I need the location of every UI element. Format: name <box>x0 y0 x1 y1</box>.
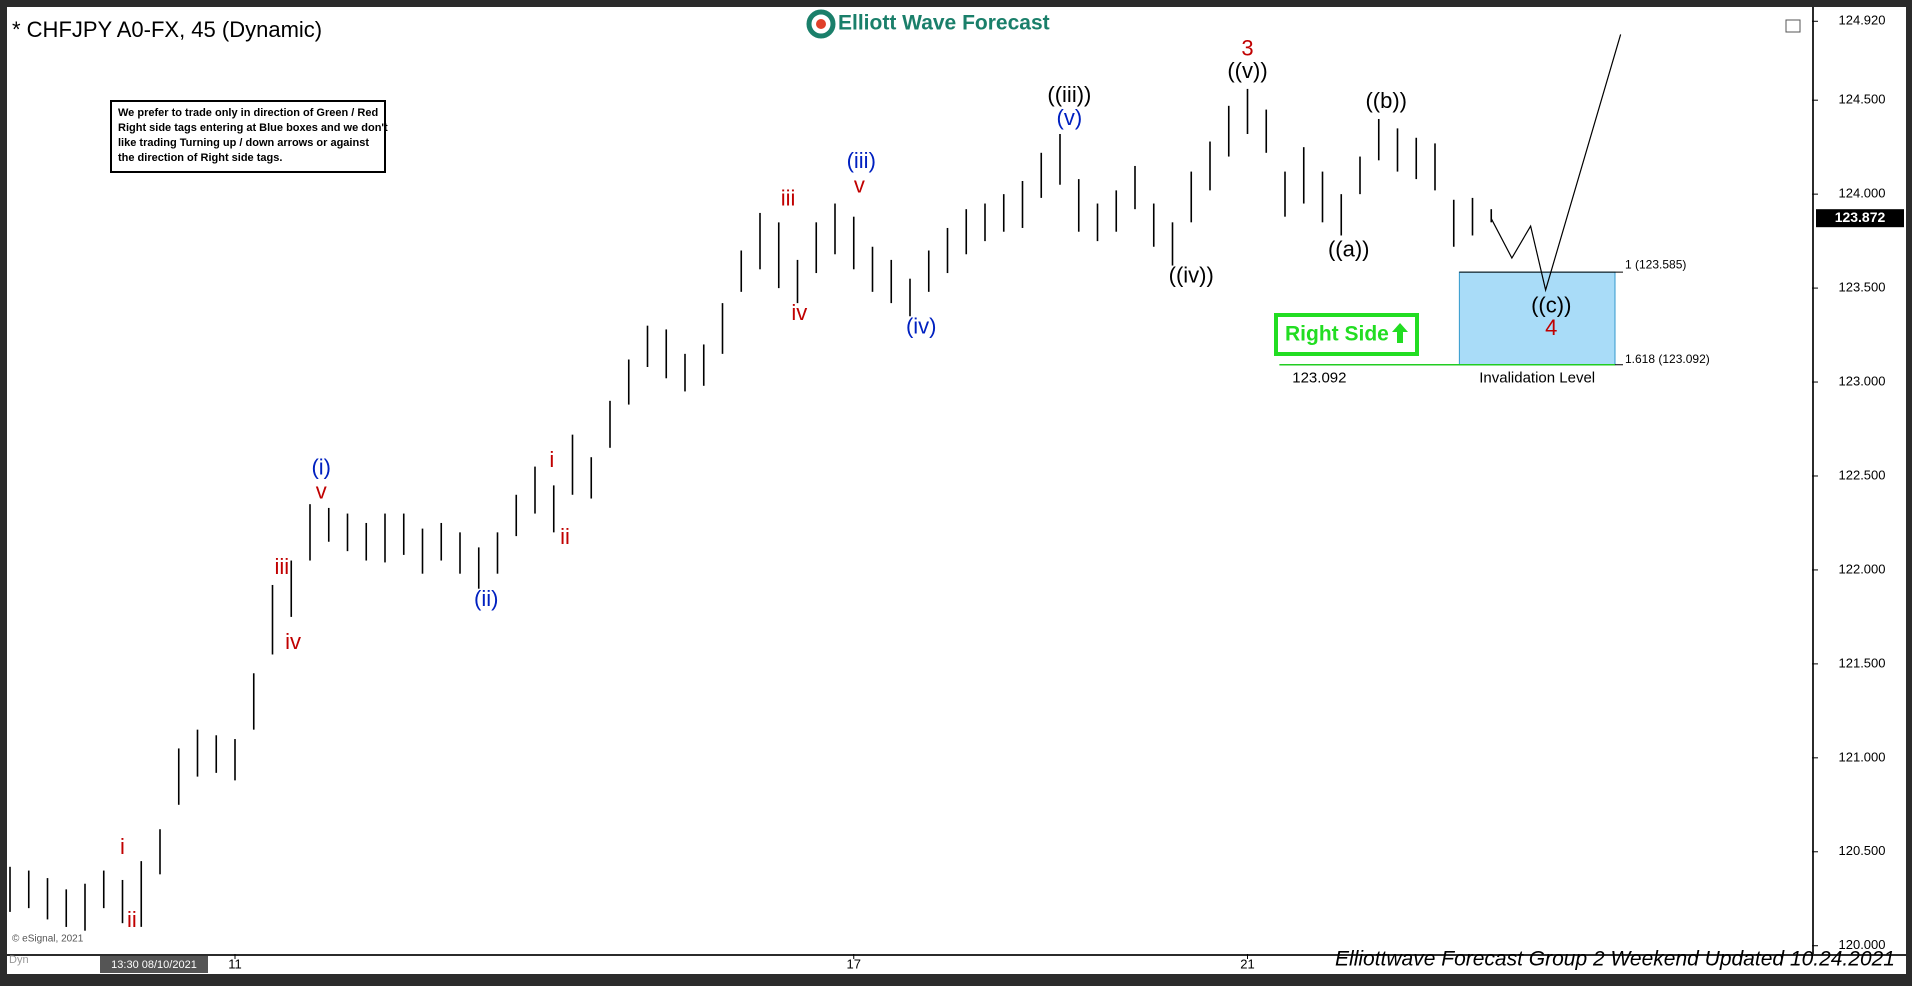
y-tick-label: 120.000 <box>1839 937 1886 952</box>
x-tick-label: 21 <box>1240 956 1254 971</box>
wave-label: 3 <box>1241 35 1253 60</box>
invalidation-label: 123.092 <box>1292 370 1346 387</box>
logo-box <box>802 9 1062 41</box>
wave-label: (i) <box>311 454 331 479</box>
wave-label: ((iv)) <box>1169 263 1214 288</box>
last-price-label: 123.872 <box>1835 209 1886 225</box>
wave-label: ii <box>560 524 570 549</box>
projection-line <box>1490 34 1622 293</box>
price-axis-panel <box>1814 7 1906 954</box>
level-label: 1 (123.585) <box>1625 257 1686 271</box>
wave-label: ii <box>127 907 137 932</box>
y-tick-label: 123.500 <box>1839 280 1886 295</box>
window-button[interactable] <box>1785 19 1801 33</box>
x-tick-label: 11 <box>228 956 242 971</box>
logo-icon-dot <box>816 19 826 29</box>
wave-label: v <box>854 172 865 197</box>
footer: Elliottwave Forecast Group 2 Weekend Upd… <box>1335 948 1895 971</box>
wave-label: (iv) <box>906 313 937 338</box>
logo-text: Elliott Wave Forecast <box>838 12 1050 35</box>
wave-label: ((a)) <box>1328 236 1370 261</box>
chart-title: * CHFJPY A0-FX, 45 (Dynamic) <box>12 17 322 42</box>
y-tick-label: 122.500 <box>1839 467 1886 482</box>
wave-label: (ii) <box>474 586 498 611</box>
y-tick-label: 124.500 <box>1839 92 1886 107</box>
time-axis-panel <box>7 956 1906 974</box>
note-line: the direction of Right side tags. <box>118 152 282 164</box>
wave-label: v <box>316 479 327 504</box>
wave-label: (iii) <box>847 148 876 173</box>
level-label: 1.618 (123.092) <box>1625 352 1710 366</box>
y-tick-label: 123.000 <box>1839 373 1886 388</box>
wave-label: ((c)) <box>1531 293 1571 318</box>
y-tick-label: 124.920 <box>1839 13 1886 28</box>
right-side-box <box>1274 313 1419 356</box>
start-time: 13:30 08/10/2021 <box>111 959 197 971</box>
wave-label: ((v)) <box>1227 58 1267 83</box>
blue-box <box>1458 271 1616 366</box>
last-price-box <box>1816 209 1904 228</box>
right-side-arrow <box>1392 323 1408 343</box>
start-time-box <box>100 956 208 973</box>
y-tick-label: 124.000 <box>1839 186 1886 201</box>
wave-label: i <box>120 834 125 859</box>
note: We prefer to trade only in direction of … <box>118 107 388 164</box>
note-line: like trading Turning up / down arrows or… <box>118 137 369 149</box>
wave-label: iv <box>791 300 807 325</box>
y-tick-label: 121.000 <box>1839 749 1886 764</box>
right-side-text: Right Side <box>1285 323 1389 346</box>
wave-label: i <box>549 447 554 472</box>
wave-label: (v) <box>1057 105 1083 130</box>
wave-label: ((b)) <box>1365 88 1407 113</box>
wave-label: iii <box>275 554 290 579</box>
wave-label: ((iii)) <box>1047 82 1091 107</box>
logo-icon <box>806 9 836 39</box>
note-line: Right side tags entering at Blue boxes a… <box>118 122 388 134</box>
wave-label: 4 <box>1545 315 1557 340</box>
note-line: We prefer to trade only in direction of … <box>118 107 378 119</box>
copyright: © eSignal, 2021 <box>12 934 84 945</box>
wave-label: iii <box>781 186 796 211</box>
y-tick-label: 121.500 <box>1839 655 1886 670</box>
y-tick-label: 122.000 <box>1839 561 1886 576</box>
y-tick-label: 120.500 <box>1839 843 1886 858</box>
wave-label: iv <box>285 629 301 654</box>
x-tick-label: 17 <box>847 956 861 971</box>
invalidation-caption: Invalidation Level <box>1479 370 1595 387</box>
mode-label: Dyn <box>9 954 29 966</box>
note-box <box>110 100 386 173</box>
